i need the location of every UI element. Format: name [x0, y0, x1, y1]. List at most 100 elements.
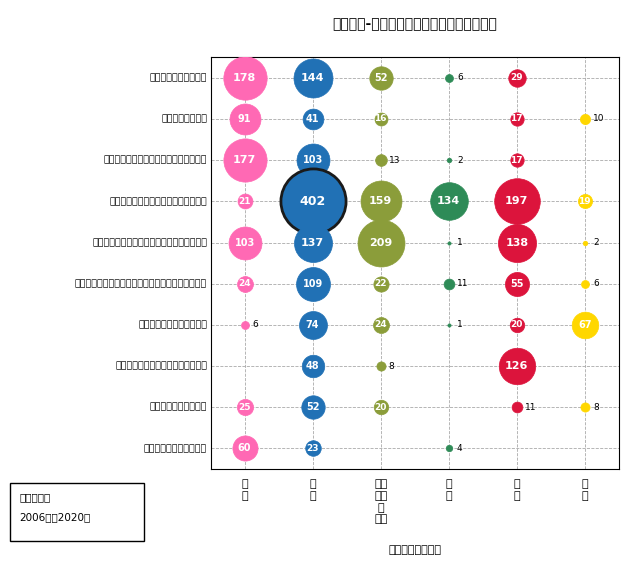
Point [580, 320, 590, 329]
Text: 144: 144 [301, 73, 324, 83]
Point [308, 156, 318, 165]
Text: 韓
国: 韓 国 [581, 479, 588, 501]
Text: 16: 16 [375, 114, 387, 124]
Point [376, 279, 386, 288]
Point [512, 362, 522, 371]
Point [443, 73, 454, 82]
Point [308, 114, 318, 124]
Point [376, 73, 386, 82]
Text: 6: 6 [593, 279, 598, 288]
Text: キヤノン株式会社: キヤノン株式会社 [161, 114, 207, 124]
Text: 177: 177 [233, 155, 256, 165]
Point [308, 403, 318, 412]
Text: 欧州
（独
除
く）: 欧州 （独 除 く） [374, 479, 387, 524]
Point [376, 403, 386, 412]
Text: 109: 109 [302, 279, 323, 289]
Point [308, 197, 318, 206]
Text: 29: 29 [510, 73, 523, 82]
Point [376, 114, 386, 124]
Text: 米
国: 米 国 [309, 479, 316, 501]
Text: 402: 402 [299, 195, 326, 208]
Point [443, 238, 454, 247]
Point [512, 197, 522, 206]
Text: 2006年－2020年: 2006年－2020年 [19, 512, 91, 522]
Text: 8: 8 [389, 362, 394, 371]
Text: 三星電子株式会社（韓国）: 三星電子株式会社（韓国） [138, 320, 207, 329]
Point [308, 238, 318, 247]
Text: 103: 103 [234, 237, 255, 248]
Text: 20: 20 [510, 320, 523, 329]
Text: 出願先国（地域）: 出願先国（地域） [388, 545, 441, 555]
Text: 10: 10 [593, 114, 604, 124]
Text: 74: 74 [306, 320, 320, 330]
Point [580, 279, 590, 288]
Text: 24: 24 [238, 279, 251, 288]
Text: 48: 48 [306, 361, 320, 371]
Text: 6: 6 [253, 320, 258, 329]
Point [512, 403, 522, 412]
Text: 出願人別-出願先国・地域別の特許出願件数: 出願人別-出願先国・地域別の特許出願件数 [332, 17, 497, 31]
Text: 91: 91 [238, 114, 251, 124]
Point [239, 403, 249, 412]
Point [580, 114, 590, 124]
Text: 日
本: 日 本 [241, 479, 248, 501]
Point [443, 320, 454, 329]
Point [580, 238, 590, 247]
Point [512, 156, 522, 165]
Point [239, 279, 249, 288]
Text: 6: 6 [457, 73, 463, 82]
Text: キヤノンメディカルシステムズ株式会社: キヤノンメディカルシステムズ株式会社 [103, 156, 207, 165]
Text: 富士フイルム株式会社: 富士フイルム株式会社 [150, 73, 207, 82]
Text: 1: 1 [457, 320, 463, 329]
Text: 17: 17 [510, 114, 523, 124]
Text: 197: 197 [505, 196, 528, 206]
Point [308, 73, 318, 82]
Text: 17: 17 [510, 156, 523, 165]
Text: 55: 55 [510, 279, 524, 289]
Text: ハートフロー（米国）: ハートフロー（米国） [150, 403, 207, 412]
Text: 2: 2 [593, 238, 598, 247]
Text: 137: 137 [301, 237, 324, 248]
Text: 159: 159 [369, 196, 392, 206]
Text: 11: 11 [457, 279, 468, 288]
Point [376, 238, 386, 247]
Text: コニカミノルタ株式会社: コニカミノルタ株式会社 [144, 444, 207, 453]
Text: 52: 52 [374, 73, 387, 83]
Point [239, 156, 249, 165]
Point [308, 279, 318, 288]
Point [376, 320, 386, 329]
Point [512, 73, 522, 82]
Point [443, 444, 454, 453]
Text: コーニンクレッカフィリップス（オランダ）: コーニンクレッカフィリップス（オランダ） [92, 238, 207, 247]
Point [512, 320, 522, 329]
Text: 8: 8 [593, 403, 598, 412]
Text: 103: 103 [302, 155, 323, 165]
Text: ジェネラル・エレクトリック・カンパニイ（米国）: ジェネラル・エレクトリック・カンパニイ（米国） [75, 279, 207, 288]
Text: 上海联影医疗科技有限公司（中国）: 上海联影医疗科技有限公司（中国） [115, 362, 207, 371]
Text: 126: 126 [505, 361, 528, 371]
Point [376, 362, 386, 371]
Point [512, 114, 522, 124]
Text: 23: 23 [306, 444, 319, 453]
Text: 1: 1 [457, 238, 463, 247]
Text: 24: 24 [375, 320, 387, 329]
Point [239, 238, 249, 247]
Point [376, 197, 386, 206]
Text: 19: 19 [579, 197, 591, 206]
Text: 2: 2 [457, 156, 463, 165]
Text: 21: 21 [239, 197, 251, 206]
Text: 134: 134 [437, 196, 461, 206]
Text: 138: 138 [505, 237, 528, 248]
Text: 178: 178 [233, 73, 256, 83]
Point [239, 114, 249, 124]
Point [443, 197, 454, 206]
Text: 25: 25 [239, 403, 251, 412]
Text: 4: 4 [457, 444, 463, 453]
Point [308, 444, 318, 453]
Point [443, 156, 454, 165]
Text: 独
国: 独 国 [445, 479, 452, 501]
Point [376, 156, 386, 165]
Text: 67: 67 [578, 320, 591, 330]
Text: 優先権主張: 優先権主張 [19, 492, 50, 502]
Text: 60: 60 [238, 443, 251, 454]
